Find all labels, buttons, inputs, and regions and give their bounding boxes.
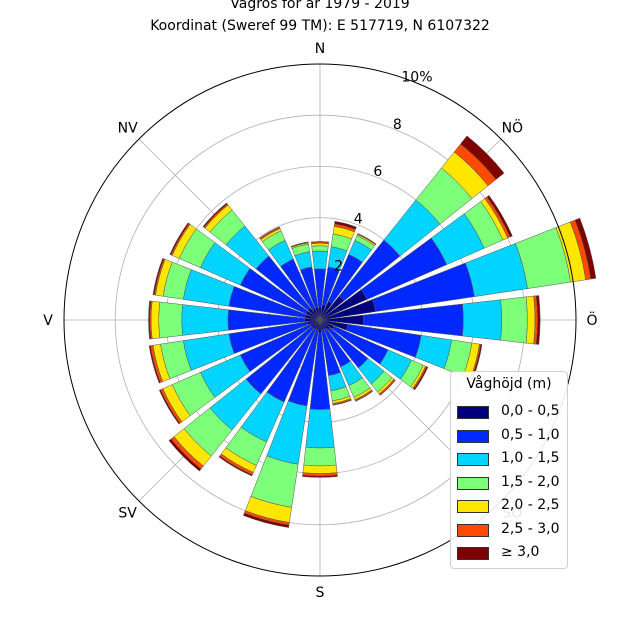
legend-label: 2,5 - 3,0 (501, 520, 560, 537)
legend-label: 0,0 - 0,5 (501, 403, 560, 419)
wedge-0-3 (311, 245, 329, 252)
chart-subtitle: Koordinat (Sweref 99 TM): E 517719, N 61… (150, 18, 490, 34)
outer-circle (63, 63, 577, 577)
direction-label-s: S (316, 585, 325, 601)
wedge-225-6 (168, 438, 202, 472)
legend-item: 1,5 - 2,0 (457, 473, 565, 495)
chart-title: Vågros för år 1979 - 2019 (230, 0, 410, 12)
direction-label-nv: NV (118, 121, 138, 137)
wedge-135-6 (379, 379, 396, 396)
radial-tick-label: 2 (334, 259, 343, 275)
wedge-90-4 (525, 295, 536, 345)
wedge-180-4 (302, 464, 338, 474)
wedge-270-3 (158, 301, 183, 339)
radial-tick-label: 4 (354, 211, 363, 227)
legend-item: 0,5 - 1,0 (457, 426, 565, 448)
wedge-180-2 (305, 408, 335, 449)
legend-swatch (457, 406, 489, 419)
wedge-180-3 (303, 446, 337, 467)
radial-tick-label: 8 (393, 117, 402, 133)
legend-title: Våghöjd (m) (466, 376, 552, 392)
legend-item: 0,0 - 0,5 (457, 402, 565, 424)
legend-label: 0,5 - 1,0 (501, 426, 560, 443)
wedge-30-6 (357, 233, 377, 245)
wedge-75-6 (574, 217, 597, 280)
wedge-255-6 (148, 345, 161, 384)
wedge-180-6 (302, 474, 338, 478)
wedge-90-6 (535, 295, 541, 345)
wedge-270-2 (181, 304, 229, 336)
legend-swatch (457, 476, 489, 490)
wedge-270-6 (148, 300, 152, 340)
wedge-0-2 (312, 250, 328, 270)
radial-tick-label: 6 (373, 164, 382, 180)
legend-label: 1,5 - 2,0 (501, 473, 560, 490)
legend-item: ≥ 3,0 (457, 543, 565, 565)
legend-item: 2,5 - 3,0 (457, 520, 565, 542)
wedge-345-6 (290, 241, 309, 248)
wedge-195-6 (243, 512, 290, 528)
legend: Våghöjd (m) 0,0 - 0,5 0,5 - 1,0 1,0 - 1,5 1… (450, 371, 568, 569)
wave-rose-bars (148, 135, 597, 528)
legend-swatch (457, 429, 489, 443)
legend-swatch (457, 547, 489, 560)
direction-label-sv: SV (118, 505, 137, 521)
legend-item: 1,0 - 1,5 (457, 449, 565, 471)
legend-label: 2,0 - 2,5 (501, 497, 560, 513)
wedge-210-6 (218, 455, 253, 477)
wedge-300-6 (169, 222, 190, 256)
direction-label-n: N (315, 41, 325, 57)
legend-swatch (457, 523, 489, 537)
legend-swatch (457, 500, 489, 513)
wedge-90-3 (500, 296, 528, 344)
wedge-165-6 (332, 399, 352, 406)
wedge-45-6 (460, 135, 505, 180)
wedge-285-6 (152, 258, 165, 296)
wedge-90-2 (462, 299, 503, 341)
direction-label-v: V (43, 313, 53, 329)
wedge-315-6 (202, 202, 228, 228)
legend-label: 1,0 - 1,5 (501, 450, 560, 466)
legend-item: 2,0 - 2,5 (457, 496, 565, 518)
wedge-240-6 (158, 389, 181, 425)
direction-label-ö: Ö (586, 311, 597, 329)
radial-tick-label: 10% (401, 69, 432, 85)
wedge-60-6 (486, 195, 513, 238)
wedge-330-6 (259, 226, 280, 239)
wedge-0-6 (310, 241, 330, 243)
wedge-150-6 (355, 390, 374, 402)
direction-label-nö: NÖ (502, 119, 524, 137)
wedge-270-4 (150, 300, 161, 340)
wedge-15-6 (334, 220, 357, 230)
legend-label: ≥ 3,0 (501, 544, 540, 560)
legend-swatch (457, 453, 489, 466)
wedge-120-6 (413, 366, 429, 391)
